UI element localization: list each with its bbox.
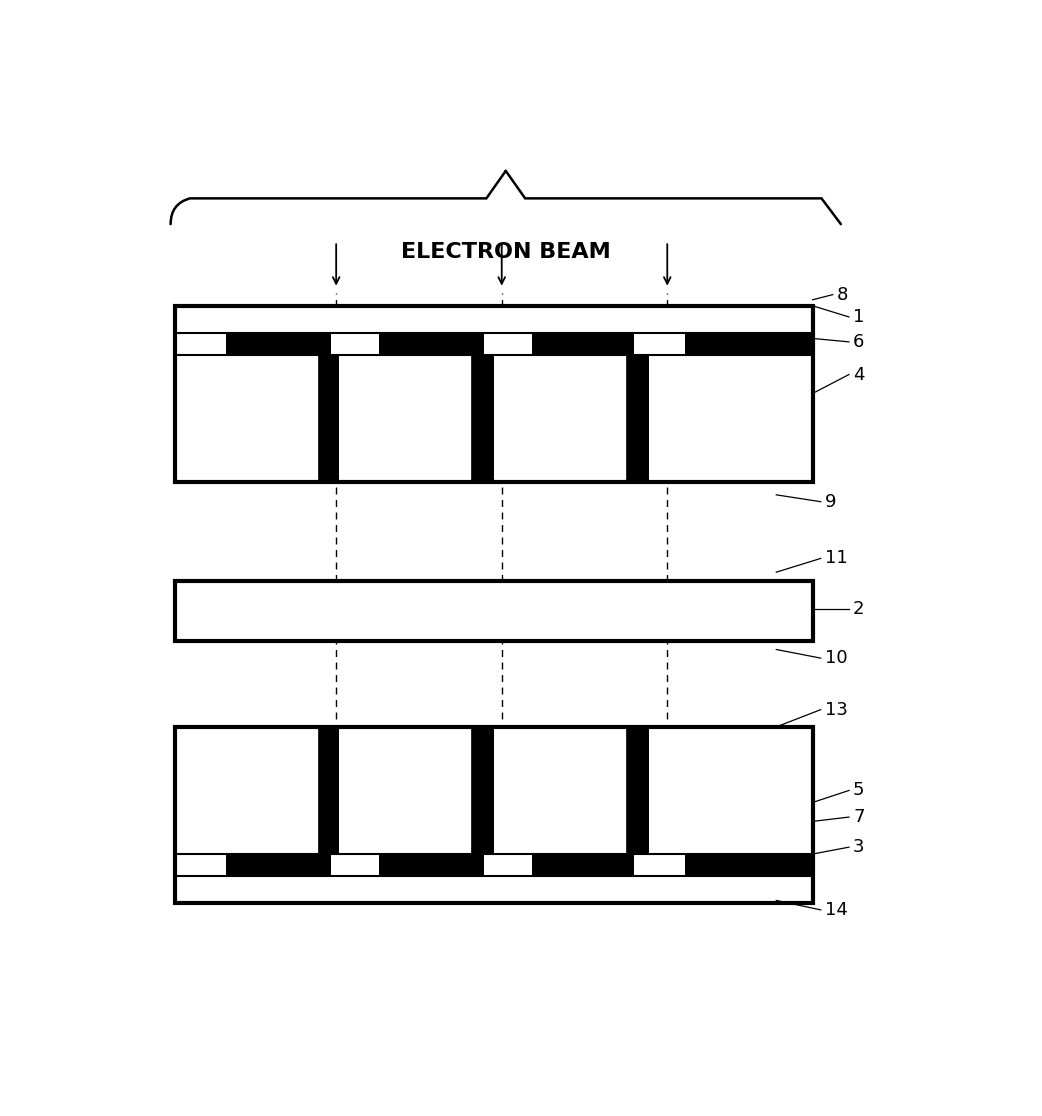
Bar <box>340 355 440 482</box>
Bar <box>485 854 531 876</box>
Bar <box>175 854 813 876</box>
Bar <box>175 306 813 482</box>
Text: 6: 6 <box>853 333 865 350</box>
Bar <box>634 854 685 876</box>
Bar <box>471 727 494 854</box>
Text: 8: 8 <box>837 286 848 304</box>
Bar <box>277 727 318 854</box>
Bar <box>494 355 593 482</box>
Bar <box>649 355 813 482</box>
Bar <box>649 727 813 854</box>
Bar <box>175 334 226 355</box>
Bar <box>440 727 471 854</box>
Bar <box>626 727 649 854</box>
Text: 7: 7 <box>853 808 865 826</box>
Text: 14: 14 <box>825 901 847 918</box>
Bar <box>175 876 813 903</box>
Bar <box>593 727 626 854</box>
Bar <box>554 580 671 641</box>
Bar <box>277 355 318 482</box>
Bar <box>175 854 226 876</box>
Text: 5: 5 <box>853 781 865 799</box>
Text: 11: 11 <box>825 549 847 567</box>
Text: 10: 10 <box>825 650 847 667</box>
Bar <box>175 334 813 355</box>
Bar <box>175 727 813 903</box>
Bar <box>440 355 471 482</box>
Bar <box>634 334 685 355</box>
Bar <box>299 580 371 641</box>
Bar <box>175 306 813 482</box>
Bar <box>626 355 649 482</box>
Bar <box>175 306 813 334</box>
Bar <box>331 334 379 355</box>
Text: 3: 3 <box>853 838 865 856</box>
Bar <box>318 355 340 482</box>
Bar <box>671 580 728 641</box>
Text: 13: 13 <box>825 701 847 719</box>
Bar <box>340 727 440 854</box>
Bar <box>318 727 340 854</box>
Bar <box>175 580 299 641</box>
Bar <box>371 580 488 641</box>
Bar <box>488 580 554 641</box>
Bar <box>494 727 593 854</box>
Text: 4: 4 <box>853 366 865 384</box>
Text: 2: 2 <box>853 600 865 618</box>
Bar <box>485 334 531 355</box>
Bar <box>175 580 813 641</box>
Text: 1: 1 <box>853 308 865 326</box>
Text: 9: 9 <box>825 492 837 511</box>
Bar <box>593 355 626 482</box>
Bar <box>175 727 813 903</box>
Bar <box>471 355 494 482</box>
Bar <box>175 727 277 854</box>
Bar <box>175 355 277 482</box>
Bar <box>331 854 379 876</box>
Text: ELECTRON BEAM: ELECTRON BEAM <box>401 242 611 261</box>
Bar <box>728 580 813 641</box>
Bar <box>175 580 813 641</box>
